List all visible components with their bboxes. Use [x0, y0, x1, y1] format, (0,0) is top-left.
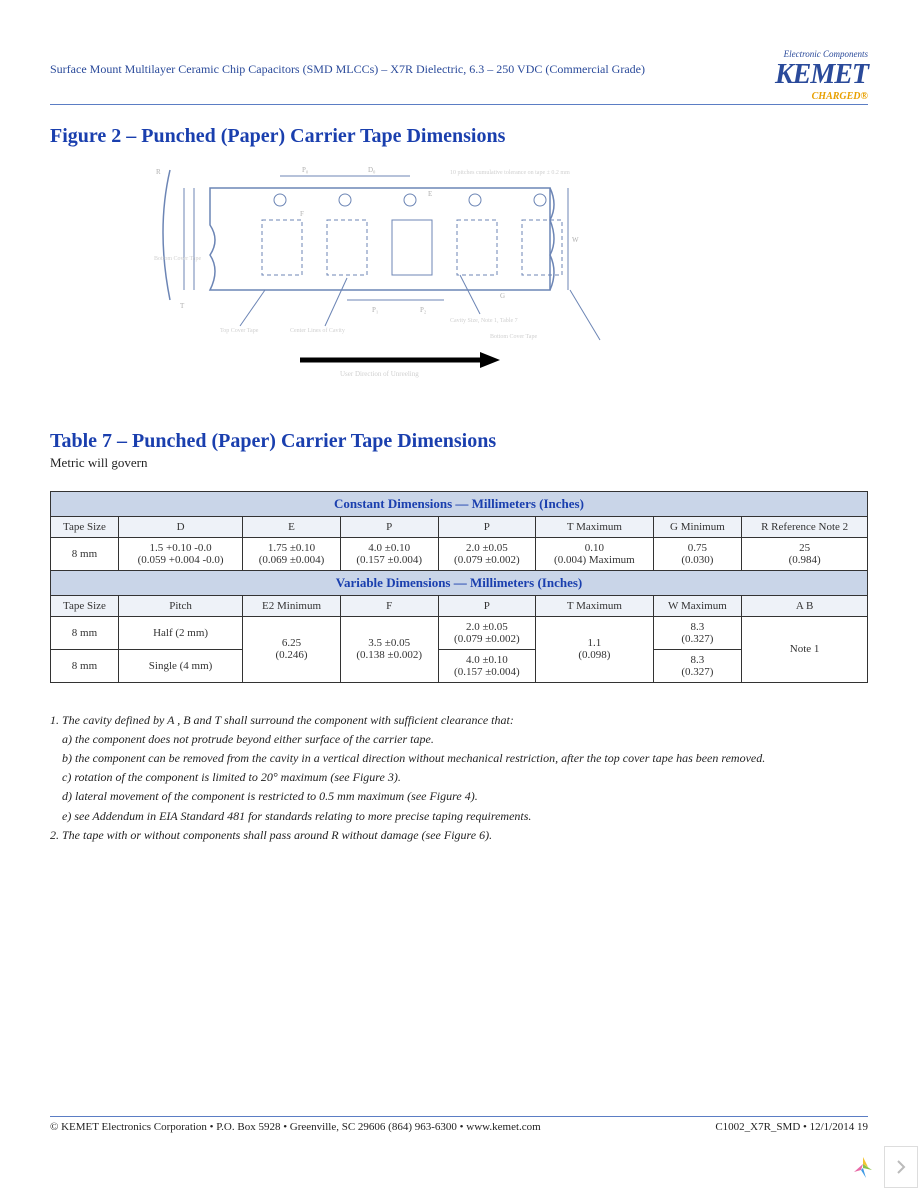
label-P1: P₁	[372, 306, 378, 314]
cell: Note 1	[742, 616, 868, 682]
note-1a: a) the component does not protrude beyon…	[50, 730, 868, 749]
note-2: 2. The tape with or without components s…	[50, 826, 868, 845]
table-row: 8 mm Half (2 mm) 6.25 (0.246) 3.5 ±0.05 …	[51, 616, 868, 649]
label-bottom-cover-2: Bottom Cover Tape	[490, 334, 537, 340]
label-G: G	[500, 292, 505, 300]
chevron-right-icon	[896, 1160, 906, 1174]
note-1c: c) rotation of the component is limited …	[50, 768, 868, 787]
cell: 8.3 (0.327)	[653, 649, 742, 682]
cell: 1.1 (0.098)	[536, 616, 653, 682]
col-Gmin: G Minimum	[653, 516, 742, 537]
viewer-logo-icon	[842, 1146, 884, 1188]
carrier-tape-diagram: R T W P₀	[150, 160, 670, 380]
table-band-constant: Constant Dimensions — Millimeters (Inche…	[51, 491, 868, 516]
cell: 6.25 (0.246)	[243, 616, 341, 682]
label-T: T	[180, 302, 185, 310]
viewer-nav	[842, 1146, 918, 1188]
page-header: Surface Mount Multilayer Ceramic Chip Ca…	[50, 50, 868, 105]
cell: 0.75 (0.030)	[653, 537, 742, 570]
brand-logo: Electronic Components KEMET CHARGED®	[775, 50, 868, 102]
cell: 2.0 ±0.05 (0.079 ±0.002)	[438, 616, 536, 649]
figure-title: Figure 2 – Punched (Paper) Carrier Tape …	[50, 125, 868, 148]
note-1d: d) lateral movement of the component is …	[50, 787, 868, 806]
next-page-button[interactable]	[884, 1146, 918, 1188]
col-Wmax: W Maximum	[653, 595, 742, 616]
col-P: P	[340, 516, 438, 537]
col-E: E	[243, 516, 341, 537]
col-Tmax: T Maximum	[536, 516, 653, 537]
table-band-variable: Variable Dimensions — Millimeters (Inche…	[51, 570, 868, 595]
cell: 2.0 ±0.05 (0.079 ±0.002)	[438, 537, 536, 570]
cell: Single (4 mm)	[118, 649, 242, 682]
label-D0: D₀	[368, 166, 376, 174]
col-D: D	[118, 516, 242, 537]
cell: 4.0 ±0.10 (0.157 ±0.004)	[438, 649, 536, 682]
cell: 8 mm	[51, 649, 119, 682]
logo-subtext: CHARGED®	[775, 91, 868, 102]
cell: 8 mm	[51, 537, 119, 570]
footer-right: C1002_X7R_SMD • 12/1/2014 19	[715, 1121, 868, 1133]
label-P2: P₂	[420, 306, 427, 314]
label-E: E	[428, 190, 432, 198]
label-top-cover: Top Cover Tape	[220, 328, 259, 334]
cell: 3.5 ±0.05 (0.138 ±0.002)	[340, 616, 438, 682]
header-title: Surface Mount Multilayer Ceramic Chip Ca…	[50, 50, 645, 77]
col-Rref: R Reference Note 2	[742, 516, 868, 537]
col-pitch: Pitch	[118, 595, 242, 616]
note-1: 1. The cavity defined by A , B and T sha…	[50, 711, 868, 730]
cell: 8 mm	[51, 616, 119, 649]
label-pitches: 10 pitches cumulative tolerance on tape …	[450, 170, 570, 176]
label-center-lines: Center Lines of Cavity	[290, 327, 345, 334]
col-F: F	[340, 595, 438, 616]
col-AB: A B	[742, 595, 868, 616]
table-row: 8 mm 1.5 +0.10 -0.0 (0.059 +0.004 -0.0) …	[51, 537, 868, 570]
diagram-svg: R T W P₀	[150, 160, 670, 380]
cell: 25 (0.984)	[742, 537, 868, 570]
label-R: R	[156, 168, 161, 176]
label-bottom-cover: Bottom Cover Tape	[154, 256, 201, 262]
label-F: F	[300, 210, 304, 218]
logo-wordmark: KEMET	[775, 60, 868, 91]
col-P2: P	[438, 516, 536, 537]
col-E2min: E2 Minimum	[243, 595, 341, 616]
col-tapesize: Tape Size	[51, 516, 119, 537]
cell: 1.5 +0.10 -0.0 (0.059 +0.004 -0.0)	[118, 537, 242, 570]
note-1b: b) the component can be removed from the…	[50, 749, 868, 768]
table-subtitle: Metric will govern	[50, 455, 868, 471]
label-cavity-size: Cavity Size, Note 1, Table 7	[450, 318, 518, 324]
label-P0: P₀	[302, 166, 309, 174]
footer-left: © KEMET Electronics Corporation • P.O. B…	[50, 1121, 541, 1133]
col-tapesize2: Tape Size	[51, 595, 119, 616]
cell: 4.0 ±0.10 (0.157 ±0.004)	[340, 537, 438, 570]
dimensions-table: Constant Dimensions — Millimeters (Inche…	[50, 491, 868, 683]
note-1e: e) see Addendum in EIA Standard 481 for …	[50, 807, 868, 826]
cell: 0.10 (0.004) Maximum	[536, 537, 653, 570]
col-P3: P	[438, 595, 536, 616]
footnotes: 1. The cavity defined by A , B and T sha…	[50, 711, 868, 845]
label-user-direction: User Direction of Unreeling	[340, 370, 419, 378]
cell: 1.75 ±0.10 (0.069 ±0.004)	[243, 537, 341, 570]
cell: 8.3 (0.327)	[653, 616, 742, 649]
datasheet-page: Surface Mount Multilayer Ceramic Chip Ca…	[0, 0, 918, 1188]
col-Tmax2: T Maximum	[536, 595, 653, 616]
cell: Half (2 mm)	[118, 616, 242, 649]
table-title: Table 7 – Punched (Paper) Carrier Tape D…	[50, 430, 868, 453]
page-footer: © KEMET Electronics Corporation • P.O. B…	[50, 1116, 868, 1133]
label-W: W	[572, 236, 579, 244]
